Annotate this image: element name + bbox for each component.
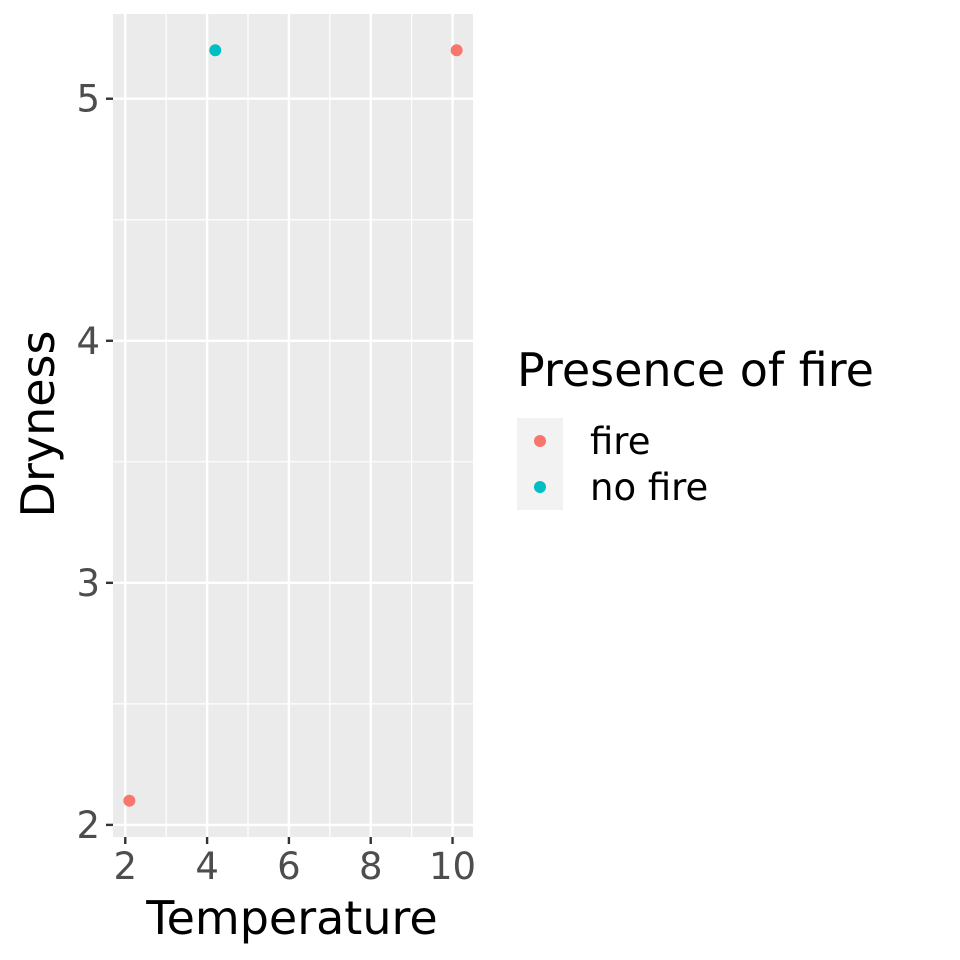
legend-key-fire — [534, 435, 546, 447]
x-tick-label: 6 — [277, 845, 301, 888]
minor-gridlines — [113, 14, 473, 837]
data-point-fire — [123, 794, 136, 807]
x-tick-label: 2 — [113, 845, 137, 888]
y-tick-label: 3 — [76, 562, 100, 605]
x-tick-label: 4 — [195, 845, 219, 888]
data-point-fire — [450, 44, 463, 57]
y-axis: 2 3 4 5 — [76, 78, 113, 847]
legend-title: Presence of fire — [517, 343, 874, 397]
x-tick-label: 8 — [359, 845, 383, 888]
y-tick-label: 4 — [76, 320, 100, 363]
x-axis-title: Temperature — [145, 891, 437, 945]
x-axis: 2 4 6 8 10 — [113, 837, 476, 888]
plot-panel — [113, 14, 473, 837]
y-tick-label: 5 — [76, 78, 100, 121]
data-point-no-fire — [209, 44, 222, 57]
y-axis-title: Dryness — [11, 331, 65, 518]
legend-key-no-fire — [534, 481, 546, 493]
y-tick-label: 2 — [76, 804, 100, 847]
data-points — [123, 44, 463, 807]
x-tick-label: 10 — [429, 845, 476, 888]
legend-key-background — [517, 418, 563, 510]
major-gridlines — [113, 14, 473, 837]
legend-label-no-fire: no fire — [590, 466, 708, 509]
legend-label-fire: fire — [590, 420, 650, 463]
